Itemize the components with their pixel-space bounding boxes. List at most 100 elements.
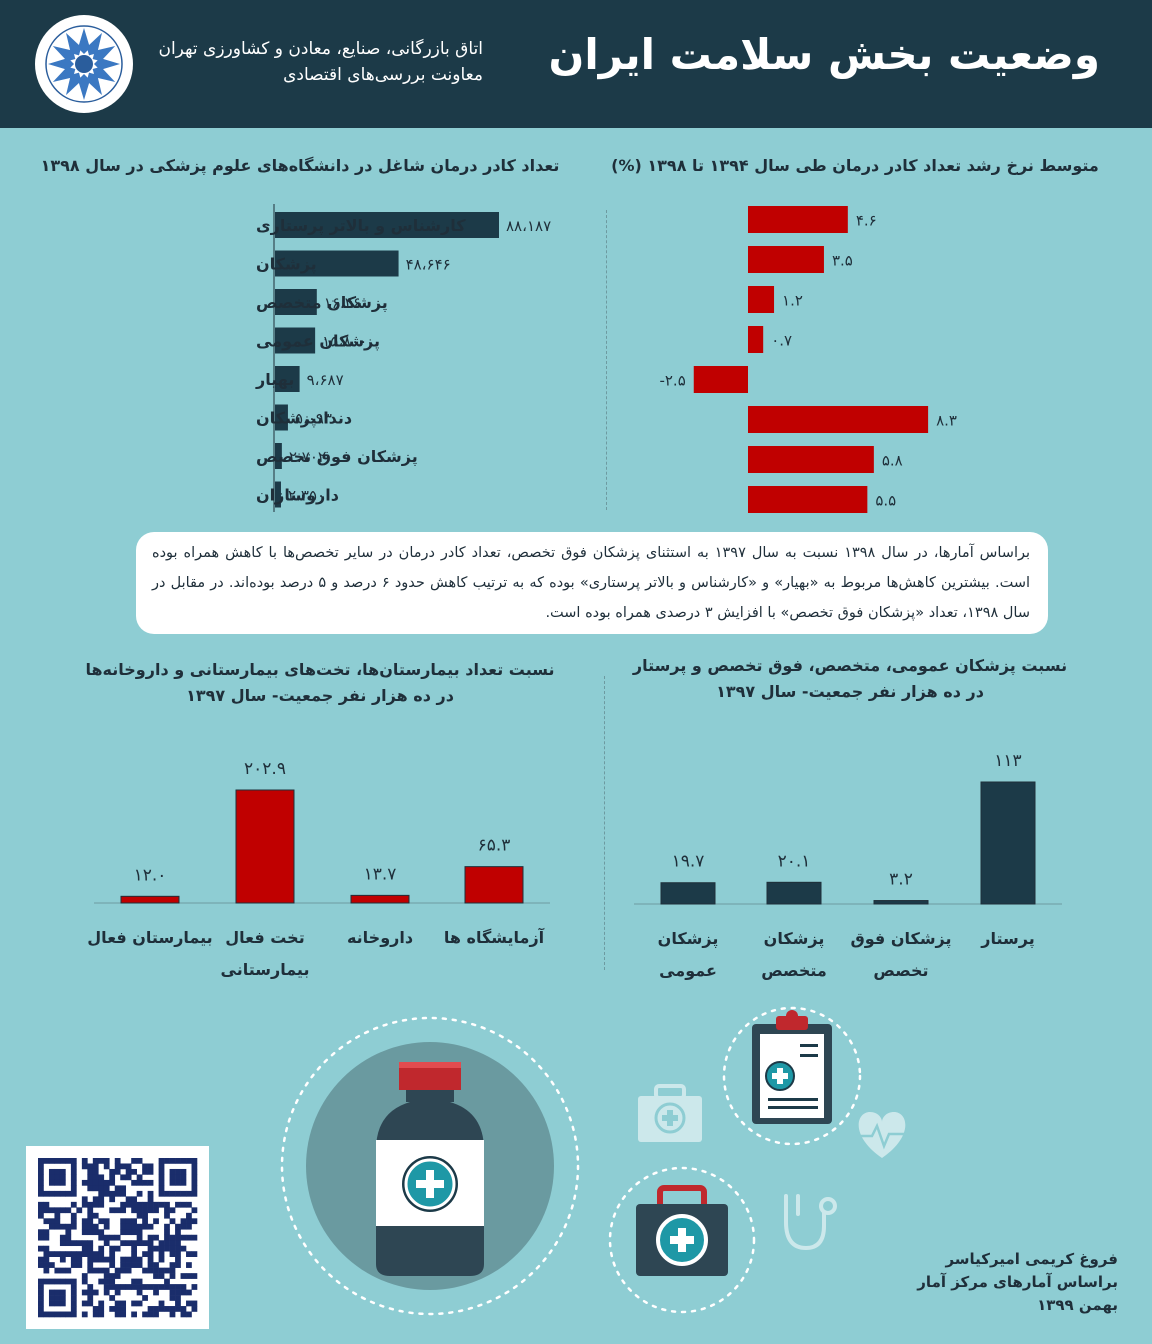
- qr-module: [92, 1212, 99, 1219]
- chart-2-bar: [748, 486, 868, 513]
- qr-module: [43, 1311, 50, 1318]
- qr-module: [87, 1185, 94, 1192]
- qr-module: [98, 1196, 105, 1203]
- qr-module: [147, 1245, 154, 1252]
- chart-2-bar: [748, 326, 764, 353]
- qr-module: [186, 1190, 192, 1197]
- qr-module: [158, 1267, 165, 1274]
- chart-2-data-label: ۴.۶: [856, 212, 877, 230]
- qr-module: [153, 1201, 159, 1208]
- qr-module: [158, 1306, 165, 1312]
- qr-module: [81, 1289, 88, 1296]
- chart-4-category-label: پزشکان: [764, 929, 825, 949]
- page-title: وضعیت بخش سلامت ایران: [548, 30, 1100, 79]
- qr-module: [186, 1262, 192, 1268]
- qr-module: [65, 1278, 72, 1285]
- chart-4-category-label: تخصص: [873, 961, 928, 980]
- qr-module: [191, 1284, 198, 1290]
- chart-1-data-label: ۲،۳۵۰: [288, 487, 325, 505]
- qr-module: [191, 1179, 198, 1186]
- qr-module: [180, 1289, 187, 1296]
- qr-module: [153, 1245, 159, 1252]
- qr-module: [59, 1207, 66, 1214]
- qr-module: [120, 1174, 127, 1181]
- qr-module: [98, 1229, 105, 1236]
- qr-module: [131, 1240, 137, 1247]
- qr-module: [70, 1311, 77, 1318]
- qr-module: [175, 1251, 181, 1257]
- qr-module: [43, 1229, 50, 1236]
- qr-module: [125, 1196, 132, 1203]
- chart-4-category-label: متخصص: [761, 961, 827, 980]
- chart-1-category-label: پزشکان متخصص: [256, 293, 388, 313]
- qr-module: [54, 1158, 61, 1164]
- qr-module: [81, 1311, 88, 1318]
- qr-module: [109, 1179, 116, 1186]
- qr-module: [92, 1168, 99, 1175]
- qr-module: [38, 1300, 44, 1307]
- chart-1-bar: [275, 366, 300, 392]
- chart-2-bar: [748, 246, 824, 273]
- qr-module: [92, 1306, 99, 1312]
- qr-module: [175, 1300, 181, 1307]
- qr-module: [81, 1300, 88, 1307]
- qr-module: [153, 1311, 159, 1318]
- qr-module: [65, 1158, 72, 1164]
- qr-module: [103, 1234, 110, 1241]
- chart-1-data-label: ۸۸،۱۸۷: [506, 217, 551, 235]
- chart-4-data-label: ۲۰.۱: [778, 851, 811, 871]
- qr-module: [38, 1306, 44, 1312]
- qr-module: [175, 1229, 181, 1236]
- chart-1-category-label: داروسازان: [256, 486, 339, 505]
- qr-module: [48, 1168, 55, 1175]
- qr-module: [98, 1251, 105, 1257]
- qr-module: [175, 1223, 181, 1230]
- qr-module: [43, 1262, 50, 1268]
- qr-module: [186, 1218, 192, 1225]
- chart-4-category-label: پزشکان: [658, 929, 719, 949]
- qr-module: [120, 1185, 127, 1192]
- chart-4-bar: [660, 882, 716, 905]
- qr-module: [81, 1229, 88, 1236]
- qr-module: [43, 1207, 50, 1214]
- qr-module: [131, 1300, 137, 1307]
- qr-module: [142, 1168, 148, 1175]
- qr-module: [109, 1190, 116, 1197]
- qr-module: [131, 1201, 137, 1208]
- qr-module: [153, 1284, 159, 1290]
- qr-module: [131, 1311, 137, 1318]
- chart-2-data-label: ۵.۵: [875, 492, 896, 510]
- qr-module: [191, 1158, 198, 1164]
- qr-module: [175, 1168, 181, 1175]
- qr-module: [186, 1212, 192, 1219]
- qr-module: [153, 1267, 159, 1274]
- chart-1-data-label: ۹،۶۸۷: [307, 371, 344, 389]
- qr-module: [54, 1179, 61, 1186]
- qr-module: [87, 1174, 94, 1181]
- qr-module: [70, 1300, 77, 1307]
- qr-module: [70, 1251, 77, 1257]
- qr-module: [147, 1223, 154, 1230]
- qr-module: [120, 1240, 127, 1247]
- qr-module: [180, 1201, 187, 1208]
- qr-module: [180, 1190, 187, 1197]
- qr-module: [114, 1284, 121, 1290]
- qr-module: [109, 1306, 116, 1312]
- qr-module: [120, 1223, 127, 1230]
- qr-module: [98, 1300, 105, 1307]
- qr-module: [114, 1273, 121, 1279]
- qr-module: [136, 1190, 143, 1197]
- qr-module: [54, 1190, 61, 1197]
- qr-module: [92, 1311, 99, 1318]
- qr-module: [142, 1212, 148, 1219]
- qr-module: [87, 1229, 94, 1236]
- qr-code[interactable]: [26, 1146, 209, 1329]
- qr-module: [125, 1168, 132, 1175]
- qr-module: [76, 1256, 83, 1263]
- qr-module: [120, 1229, 127, 1236]
- qr-module: [48, 1158, 55, 1164]
- qr-module: [186, 1289, 192, 1296]
- qr-module: [109, 1295, 116, 1301]
- qr-module: [158, 1174, 165, 1181]
- qr-module: [147, 1179, 154, 1186]
